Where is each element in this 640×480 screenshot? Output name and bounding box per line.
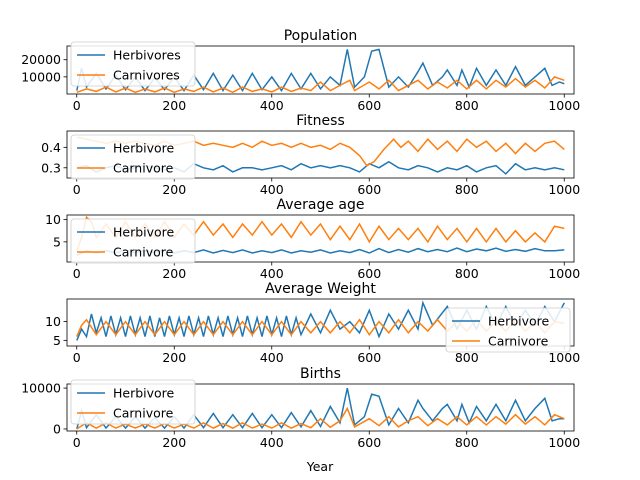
x-tick-label: 0 — [73, 266, 81, 281]
x-tick-label: 200 — [162, 350, 186, 365]
axes-frame — [66, 130, 575, 179]
y-tick-label: 0 — [53, 421, 61, 436]
legend-label: Carnivore — [113, 406, 174, 421]
legend: Herbivore Carnivore — [70, 379, 196, 425]
legend-label: Herbivores — [113, 48, 181, 63]
legend-label: Carnivore — [488, 334, 549, 349]
x-tick-label: 1000 — [548, 98, 580, 113]
x-tick-label: 600 — [357, 182, 381, 197]
x-tick-label: 800 — [455, 435, 479, 450]
legend: Herbivores Carnivores — [70, 41, 196, 87]
x-tick-label: 1000 — [548, 266, 580, 281]
x-tick-label: 200 — [162, 266, 186, 281]
x-tick-label: 600 — [357, 98, 381, 113]
subplot-3: Average age 0 200 400 600 800 1000 5 10 Herbivore… — [45, 197, 580, 281]
x-tick-label: 1000 — [548, 350, 580, 365]
x-tick-label: 800 — [455, 182, 479, 197]
x-tick-label: 200 — [162, 98, 186, 113]
subplot-title: Average Weight — [265, 281, 376, 297]
legend: Herbivore Carnivore — [70, 218, 196, 264]
subplot-title: Population — [284, 28, 358, 44]
subplot-1: Population 0 200 400 600 800 1000 10000 20000 Her… — [21, 28, 580, 113]
x-tick-label: 800 — [455, 350, 479, 365]
x-tick-label: 400 — [260, 182, 284, 197]
legend: Herbivore Carnivore — [70, 134, 196, 180]
x-tick-label: 1000 — [548, 435, 580, 450]
y-tick-label: 10000 — [21, 381, 61, 396]
y-tick-label: 5 — [53, 234, 61, 249]
x-tick-label: 400 — [260, 98, 284, 113]
subplot-title: Average age — [276, 197, 364, 213]
legend-label: Herbivore — [113, 141, 175, 156]
legend-label: Herbivore — [488, 314, 550, 329]
subplot-2: Fitness 0 200 400 600 800 1000 0.3 0.4 Herbivore C… — [41, 113, 580, 197]
y-tick-label: 0.3 — [41, 160, 61, 175]
x-tick-label: 200 — [162, 182, 186, 197]
legend-label: Carnivore — [113, 161, 174, 176]
y-tick-label: 5 — [53, 333, 61, 348]
series-line-herbivore — [76, 300, 565, 341]
x-axis-label: Year — [306, 459, 334, 474]
series-line-carnivore — [76, 406, 565, 430]
x-tick-label: 800 — [455, 98, 479, 113]
subplot-4: Average Weight 0 200 400 600 800 1000 5 10 Herbiv… — [45, 281, 580, 365]
series-line-carnivores — [76, 76, 565, 94]
y-tick-label: 0.4 — [41, 140, 61, 155]
x-tick-label: 800 — [455, 266, 479, 281]
x-tick-label: 600 — [357, 266, 381, 281]
x-tick-label: 0 — [73, 98, 81, 113]
x-tick-label: 600 — [357, 435, 381, 450]
x-tick-label: 1000 — [548, 182, 580, 197]
x-tick-label: 400 — [260, 350, 284, 365]
legend-label: Herbivore — [113, 225, 175, 240]
legend: Herbivore Carnivore — [445, 307, 571, 353]
legend-label: Herbivore — [113, 386, 175, 401]
x-tick-label: 0 — [73, 435, 81, 450]
x-tick-label: 0 — [73, 350, 81, 365]
legend-label: Carnivore — [113, 245, 174, 260]
y-tick-label: 10 — [45, 314, 61, 329]
legend-label: Carnivores — [113, 68, 180, 83]
y-tick-label: 10000 — [21, 69, 61, 84]
x-tick-label: 600 — [357, 350, 381, 365]
x-tick-label: 200 — [162, 435, 186, 450]
axes-frame — [66, 214, 575, 263]
x-tick-label: 0 — [73, 182, 81, 197]
x-tick-label: 400 — [260, 266, 284, 281]
x-tick-label: 400 — [260, 435, 284, 450]
subplot-title: Fitness — [296, 113, 345, 129]
y-tick-label: 20000 — [21, 52, 61, 67]
subplot-title: Births — [300, 366, 341, 382]
axes-frame — [66, 383, 575, 432]
axes-frame — [66, 45, 575, 95]
y-tick-label: 10 — [45, 212, 61, 227]
axes-frame — [66, 298, 575, 347]
